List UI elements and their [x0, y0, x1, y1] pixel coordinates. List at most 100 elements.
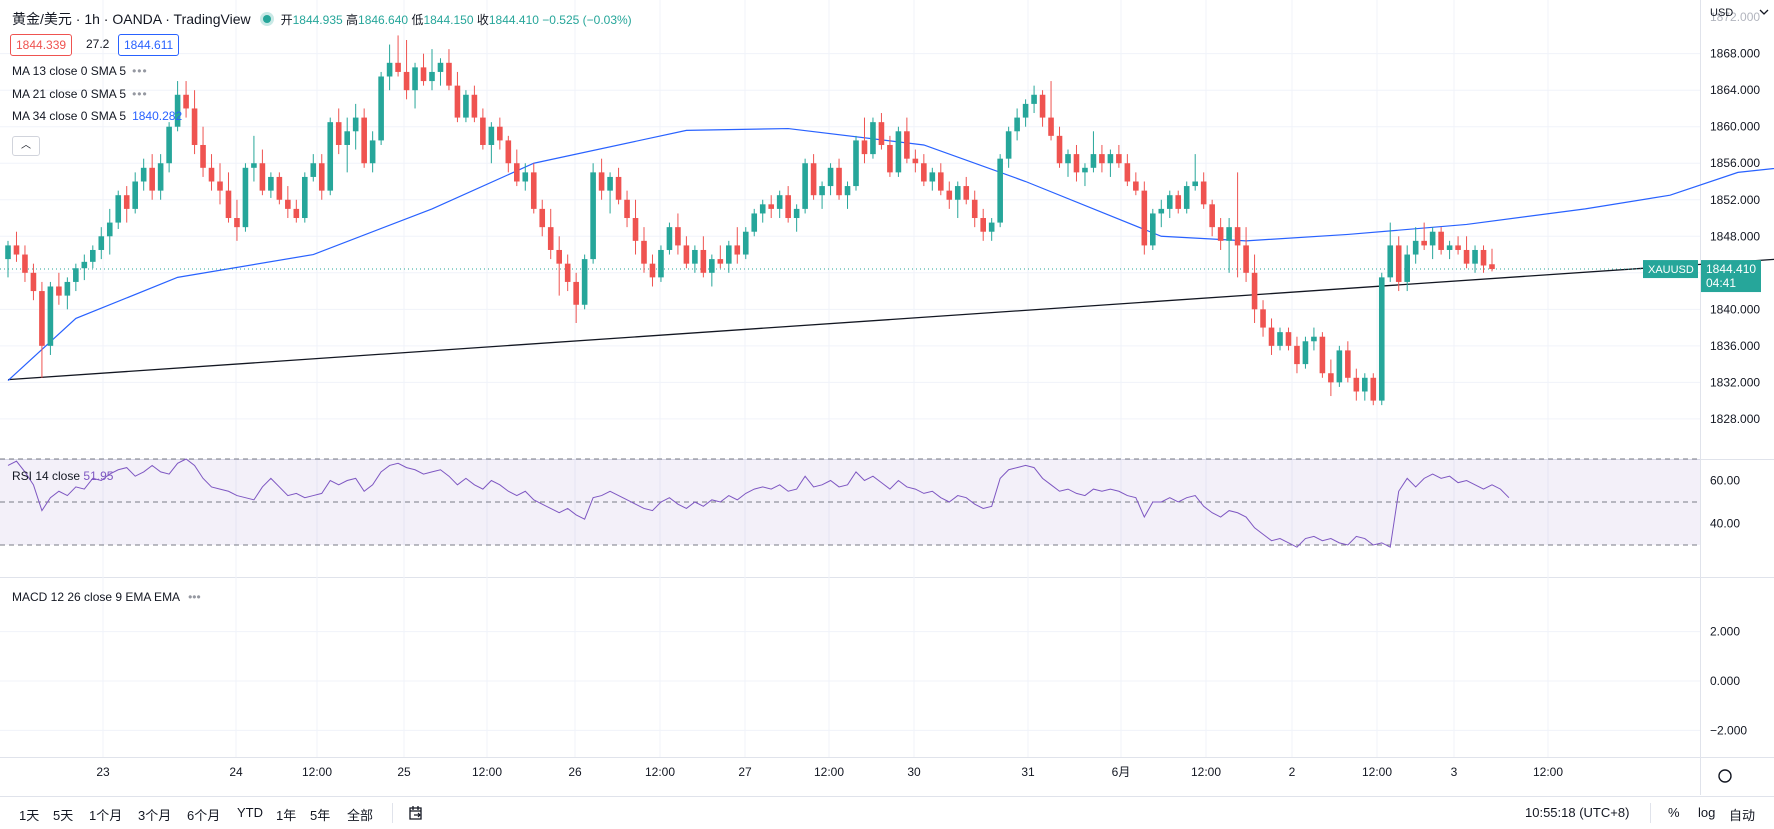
range-all[interactable]: 全部	[347, 808, 374, 823]
candle-body	[5, 245, 11, 260]
last-price-tag	[1701, 260, 1761, 293]
toolbar-divider	[1650, 803, 1651, 823]
range-1d[interactable]: 1天	[19, 808, 40, 823]
candle-body	[1294, 345, 1300, 365]
candle-body	[929, 172, 936, 182]
candle-body	[98, 236, 105, 250]
candle-body	[318, 163, 325, 191]
more-icon[interactable]: •••	[132, 64, 148, 78]
candle-body	[717, 259, 724, 264]
more-icon[interactable]: •••	[132, 87, 148, 101]
price-tick-label: 1856.000	[1710, 156, 1760, 170]
range-ytd[interactable]: YTD	[237, 805, 263, 820]
candle-body	[683, 245, 690, 264]
macd-tick-label: 0.000	[1710, 674, 1740, 688]
candle-body	[378, 76, 384, 141]
range-5y[interactable]: 5年	[310, 808, 331, 823]
calendar-range-icon[interactable]	[408, 805, 424, 824]
indicator-ma34[interactable]: MA 34 close 0 SMA 5 1840.282	[12, 109, 182, 123]
time-scale[interactable]: 23 24 12:00 25 12:00 26 12:00 27 12:00 30 31 6月 12:0…	[96, 765, 1732, 783]
buy-price-button[interactable]: 1844.611	[118, 34, 180, 56]
candle-body	[649, 263, 656, 278]
candle-body	[1243, 245, 1249, 273]
candle-body	[191, 108, 198, 145]
indicator-ma21[interactable]: MA 21 close 0 SMA 5 •••	[12, 87, 148, 101]
rsi-line	[7, 458, 1510, 548]
time-tick-label: 25	[397, 765, 411, 779]
candle-body	[1463, 249, 1470, 264]
candle-body	[1472, 249, 1478, 264]
sell-price-button[interactable]: 1844.339	[10, 34, 73, 56]
candle-body	[988, 222, 995, 232]
range-1y[interactable]: 1年	[276, 808, 297, 823]
candle-body	[1124, 163, 1131, 182]
candle-body	[1200, 181, 1207, 205]
candle-body	[709, 259, 715, 273]
candle-body	[1192, 181, 1198, 187]
clock-timezone[interactable]: 10:55:18 (UTC+8)	[1525, 805, 1630, 820]
candle-body	[22, 254, 28, 273]
candle-body	[946, 190, 953, 200]
price-tick-label: 1828.000	[1710, 412, 1760, 426]
candle-body	[412, 67, 418, 91]
candle-body	[895, 131, 902, 173]
candle-body	[556, 249, 562, 264]
range-6m[interactable]: 6个月	[187, 808, 221, 823]
range-3m[interactable]: 3个月	[138, 808, 172, 823]
candle-body	[1251, 272, 1258, 310]
candle-body	[615, 176, 622, 200]
macd-legend[interactable]: MACD 12 26 close 9 EMA EMA •••	[12, 590, 201, 604]
indicator-ma13[interactable]: MA 13 close 0 SMA 5 •••	[12, 64, 148, 78]
candle-body	[692, 249, 698, 264]
macd-label: MACD 12 26 close 9 EMA EMA	[12, 590, 181, 604]
candle-body	[106, 222, 113, 237]
candle-body	[853, 140, 859, 187]
price-tick-label: 1852.000	[1710, 193, 1760, 207]
candle-body	[1090, 154, 1097, 168]
candle-body	[938, 172, 944, 191]
rsi-legend[interactable]: RSI 14 close 51.95	[12, 469, 113, 483]
candle-body	[870, 122, 876, 155]
candle-body	[208, 167, 215, 182]
more-icon[interactable]: •••	[188, 590, 201, 604]
bar-countdown: 04:41	[1706, 276, 1736, 290]
candle-body	[878, 122, 885, 145]
time-tick-label: 26	[568, 765, 582, 779]
candle-body	[1217, 227, 1224, 241]
range-5d[interactable]: 5天	[53, 808, 74, 823]
candle-body	[802, 163, 808, 209]
candle-body	[1056, 135, 1063, 164]
candle-body	[344, 131, 350, 145]
candle-body	[793, 208, 800, 219]
candle-body	[726, 245, 732, 264]
price-tick-label: 1832.000	[1710, 375, 1760, 389]
candle-body	[285, 199, 291, 209]
indicator-label: MA 34 close 0 SMA 5	[12, 109, 127, 123]
collapse-legend-button[interactable]: ︿	[12, 136, 40, 156]
candle-body	[700, 249, 707, 273]
trendline-layer	[7, 258, 1774, 381]
auto-toggle[interactable]: 自动	[1729, 808, 1756, 823]
symbol-title[interactable]: 黄金/美元 · 1h · OANDA · TradingView	[12, 11, 251, 27]
candle-body	[624, 199, 630, 219]
candle-body	[734, 245, 741, 255]
candle-body	[56, 286, 62, 296]
candle-body	[302, 176, 308, 219]
chart-header: 黄金/美元 · 1h · OANDA · TradingView 开1844.93…	[12, 9, 632, 29]
percent-toggle[interactable]: %	[1668, 805, 1680, 820]
candle-body	[352, 117, 359, 132]
candle-body	[607, 176, 613, 191]
log-toggle[interactable]: log	[1698, 805, 1716, 820]
candle-body	[30, 272, 37, 292]
price-scale[interactable]: 1828.0001832.0001836.0001840.0001844.000…	[1643, 7, 1769, 737]
candle-body	[276, 176, 283, 200]
candle-body	[963, 186, 970, 200]
candle-body	[1362, 377, 1368, 392]
range-1m[interactable]: 1个月	[89, 808, 123, 823]
candle-body	[1158, 208, 1165, 214]
candle-body	[1378, 277, 1385, 401]
candle-body	[1455, 245, 1461, 250]
candle-body	[547, 227, 554, 250]
candle-body	[1073, 154, 1080, 173]
